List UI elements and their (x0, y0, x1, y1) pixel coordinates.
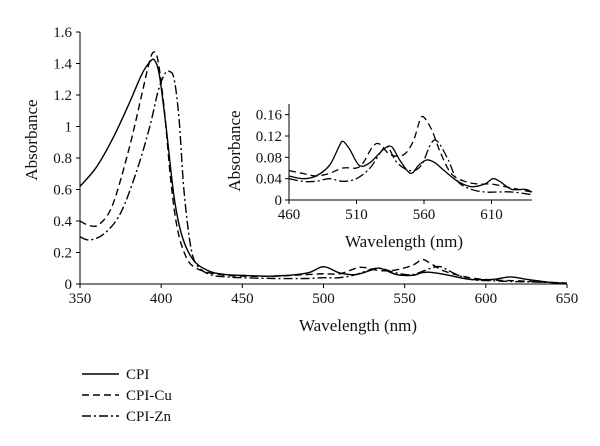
inset-y-tick-label: 0 (275, 193, 283, 209)
main-axes (76, 31, 568, 288)
main-chart: 350 400 450 500 550 600 650 0 0.2 0.4 0.6 0.8 1 1.2 1… (22, 25, 578, 335)
main-y-tick-label: 1 (65, 120, 73, 136)
legend-label: CPI-Zn (126, 409, 172, 425)
main-series-cpi (79, 58, 568, 284)
inset-x-tick-label: 460 (278, 207, 301, 223)
main-x-tick-label: 650 (556, 291, 579, 307)
inset-x-tick-label: 560 (413, 207, 436, 223)
main-y-tick-label: 1.6 (53, 25, 72, 41)
main-series-cpi-zn (79, 70, 568, 284)
main-x-tick-label: 600 (475, 291, 498, 307)
main-x-axis-title: Wavelength (nm) (299, 316, 417, 335)
legend-item-cpi-cu: CPI-Cu (82, 388, 172, 404)
main-x-tick-label: 400 (150, 291, 173, 307)
inset-x-tick-label: 610 (480, 207, 503, 223)
main-y-tick-label: 0 (65, 277, 73, 293)
inset-x-tick-label: 510 (345, 207, 368, 223)
legend-item-cpi-zn: CPI-Zn (82, 409, 172, 425)
inset-series-cpi (288, 140, 533, 193)
inset-y-axis-title: Absorbance (225, 110, 244, 191)
main-series-group (79, 51, 568, 284)
main-y-tick-label: 0.8 (53, 151, 72, 167)
main-y-tick-labels: 0 0.2 0.4 0.6 0.8 1 1.2 1.4 1.6 (53, 25, 72, 293)
main-x-tick-label: 350 (69, 291, 92, 307)
legend-label: CPI (126, 367, 149, 383)
inset-axes (285, 104, 532, 204)
inset-series-group (288, 115, 533, 196)
legend-item-cpi: CPI (82, 367, 149, 383)
main-y-tick-label: 0.2 (53, 246, 72, 262)
inset-x-axis-title: Wavelength (nm) (345, 232, 463, 251)
inset-series-cpi-cu (288, 115, 533, 193)
main-y-tick-label: 0.6 (53, 183, 72, 199)
inset-y-tick-label: 0.04 (256, 172, 283, 188)
main-x-tick-label: 550 (393, 291, 416, 307)
main-x-tick-label: 500 (312, 291, 335, 307)
inset-chart: 460 510 560 610 0 0.04 0.08 0.12 0.16 Wavelengt… (225, 104, 533, 251)
main-y-tick-label: 0.4 (53, 214, 72, 230)
main-series-cpi-cu (79, 51, 568, 284)
main-y-axis-title: Absorbance (22, 99, 41, 180)
legend-label: CPI-Cu (126, 388, 172, 404)
legend: CPI CPI-Cu CPI-Zn (82, 367, 172, 425)
inset-x-tick-labels: 460 510 560 610 (278, 207, 503, 223)
inset-y-tick-label: 0.12 (256, 129, 282, 145)
main-x-tick-label: 450 (231, 291, 254, 307)
inset-y-tick-labels: 0 0.04 0.08 0.12 0.16 (256, 108, 283, 209)
main-y-tick-label: 1.2 (53, 88, 72, 104)
inset-series-cpi-zn (288, 139, 533, 196)
main-x-tick-labels: 350 400 450 500 550 600 650 (69, 291, 579, 307)
main-y-tick-label: 1.4 (53, 57, 72, 73)
inset-y-tick-label: 0.08 (256, 150, 282, 166)
inset-y-tick-label: 0.16 (256, 108, 283, 124)
